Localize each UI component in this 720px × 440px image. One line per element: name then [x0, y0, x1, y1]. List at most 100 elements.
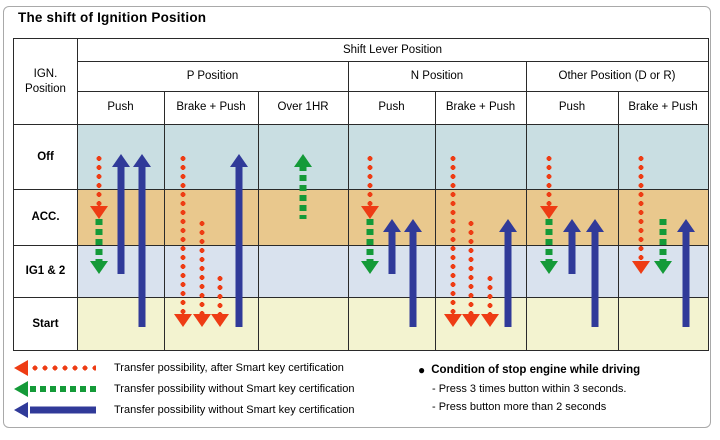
arrowhead [14, 380, 28, 397]
arrowhead [383, 219, 401, 232]
header-col-n-brake-push: Brake + Push [445, 101, 516, 114]
arrow-tail [450, 154, 456, 316]
arrowhead [230, 154, 248, 167]
arrowhead [112, 154, 130, 167]
arrow-tail [409, 230, 417, 327]
grid-line [164, 91, 165, 350]
red-dotted-arrow [540, 154, 558, 219]
row-label-acc: ACC. [14, 189, 77, 245]
grid-line [77, 91, 708, 92]
arrow-tail [138, 165, 146, 327]
page-title: The shift of Ignition Position [18, 10, 207, 25]
red-dotted-arrow [462, 219, 480, 327]
header-ign-position: IGN. Position [25, 68, 66, 95]
header-group-other-position: Other Position (D or R) [558, 69, 676, 82]
blue-solid-arrow [677, 219, 695, 327]
arrowhead [90, 261, 108, 274]
green-dashed-arrow [361, 219, 379, 274]
arrowhead [654, 261, 672, 274]
green-dashed-arrow [654, 219, 672, 274]
arrow-tail [659, 219, 667, 263]
arrowhead [499, 219, 517, 232]
red-dotted-arrow [174, 154, 192, 327]
header-group-p-position: P Position [186, 69, 239, 82]
arrow-tail [546, 154, 552, 208]
red-dotted-arrow [632, 154, 650, 274]
header-col-n-push: Push [378, 101, 405, 114]
arrow-tail [96, 154, 102, 208]
grid-line [14, 245, 708, 246]
stop-engine-note: ● Condition of stop engine while driving… [418, 363, 640, 413]
green-dashed-arrow-icon [14, 380, 96, 397]
arrowhead [14, 401, 28, 418]
grid-line [348, 61, 349, 350]
arrow-tail [117, 165, 125, 274]
arrowhead [361, 206, 379, 219]
arrowhead [133, 154, 151, 167]
note-line: - Press 3 times button within 3 seconds. [432, 383, 627, 395]
blue-solid-arrow [586, 219, 604, 327]
legend-label: Transfer possibility without Smart key c… [114, 403, 355, 416]
grid-line [258, 91, 259, 350]
legend-label: Transfer possibility, after Smart key ce… [114, 361, 344, 374]
legend-label: Transfer possibility without Smart key c… [114, 382, 355, 395]
bullet-icon: ● [418, 363, 426, 377]
arrowhead [444, 314, 462, 327]
red-dotted-arrow [361, 154, 379, 219]
grid-line [14, 297, 708, 298]
grid-line [77, 61, 708, 62]
blue-solid-arrow-icon [14, 401, 96, 418]
header-group-n-position: N Position [410, 69, 464, 82]
arrow-tail [591, 230, 599, 327]
arrow-tail [388, 230, 396, 274]
arrowhead [90, 206, 108, 219]
arrow-tail [30, 385, 96, 392]
row-label-off: Off [14, 124, 77, 189]
arrowhead [462, 314, 480, 327]
blue-solid-arrow [383, 219, 401, 274]
arrowhead [540, 206, 558, 219]
arrow-tail [95, 219, 103, 263]
header-col-p-push: Push [107, 101, 134, 114]
grid-line [618, 91, 619, 350]
blue-solid-arrow [230, 154, 248, 327]
note-line: - Press button more than 2 seconds [432, 401, 607, 413]
grid-line [435, 91, 436, 350]
arrowhead [193, 314, 211, 327]
grid-line [526, 61, 527, 350]
green-dashed-arrow [294, 154, 312, 219]
arrowhead [586, 219, 604, 232]
header-col-p-brake-push: Brake + Push [176, 101, 246, 114]
red-dotted-arrow [193, 219, 211, 327]
header-col-over-1hr: Over 1HR [277, 101, 329, 114]
arrowhead [563, 219, 581, 232]
arrowhead [540, 261, 558, 274]
arrowhead [14, 359, 28, 376]
arrow-tail [367, 154, 373, 208]
arrowhead [361, 261, 379, 274]
grid-line [14, 189, 708, 190]
arrow-tail [504, 230, 512, 327]
arrow-tail [366, 219, 374, 263]
arrow-tail [682, 230, 690, 327]
arrow-tail [30, 406, 96, 413]
red-dotted-arrow-icon [14, 359, 96, 376]
arrow-tail [235, 165, 243, 327]
arrow-tail [468, 219, 474, 316]
legend-item: Transfer possibility, after Smart key ce… [14, 357, 354, 378]
blue-solid-arrow [563, 219, 581, 274]
header-shift-lever-position: Shift Lever Position [342, 43, 443, 56]
red-dotted-arrow [444, 154, 462, 327]
arrowhead [677, 219, 695, 232]
red-dotted-arrow [481, 274, 499, 327]
arrowhead [481, 314, 499, 327]
arrowhead [632, 261, 650, 274]
arrowhead [174, 314, 192, 327]
red-dotted-arrow [211, 274, 229, 327]
row-label-start: Start [14, 297, 77, 350]
ignition-shift-table: IGN. Position Shift Lever Position P Pos… [13, 38, 709, 351]
arrow-tail [568, 230, 576, 274]
green-dashed-arrow [540, 219, 558, 274]
arrowhead [294, 154, 312, 167]
arrowhead [211, 314, 229, 327]
